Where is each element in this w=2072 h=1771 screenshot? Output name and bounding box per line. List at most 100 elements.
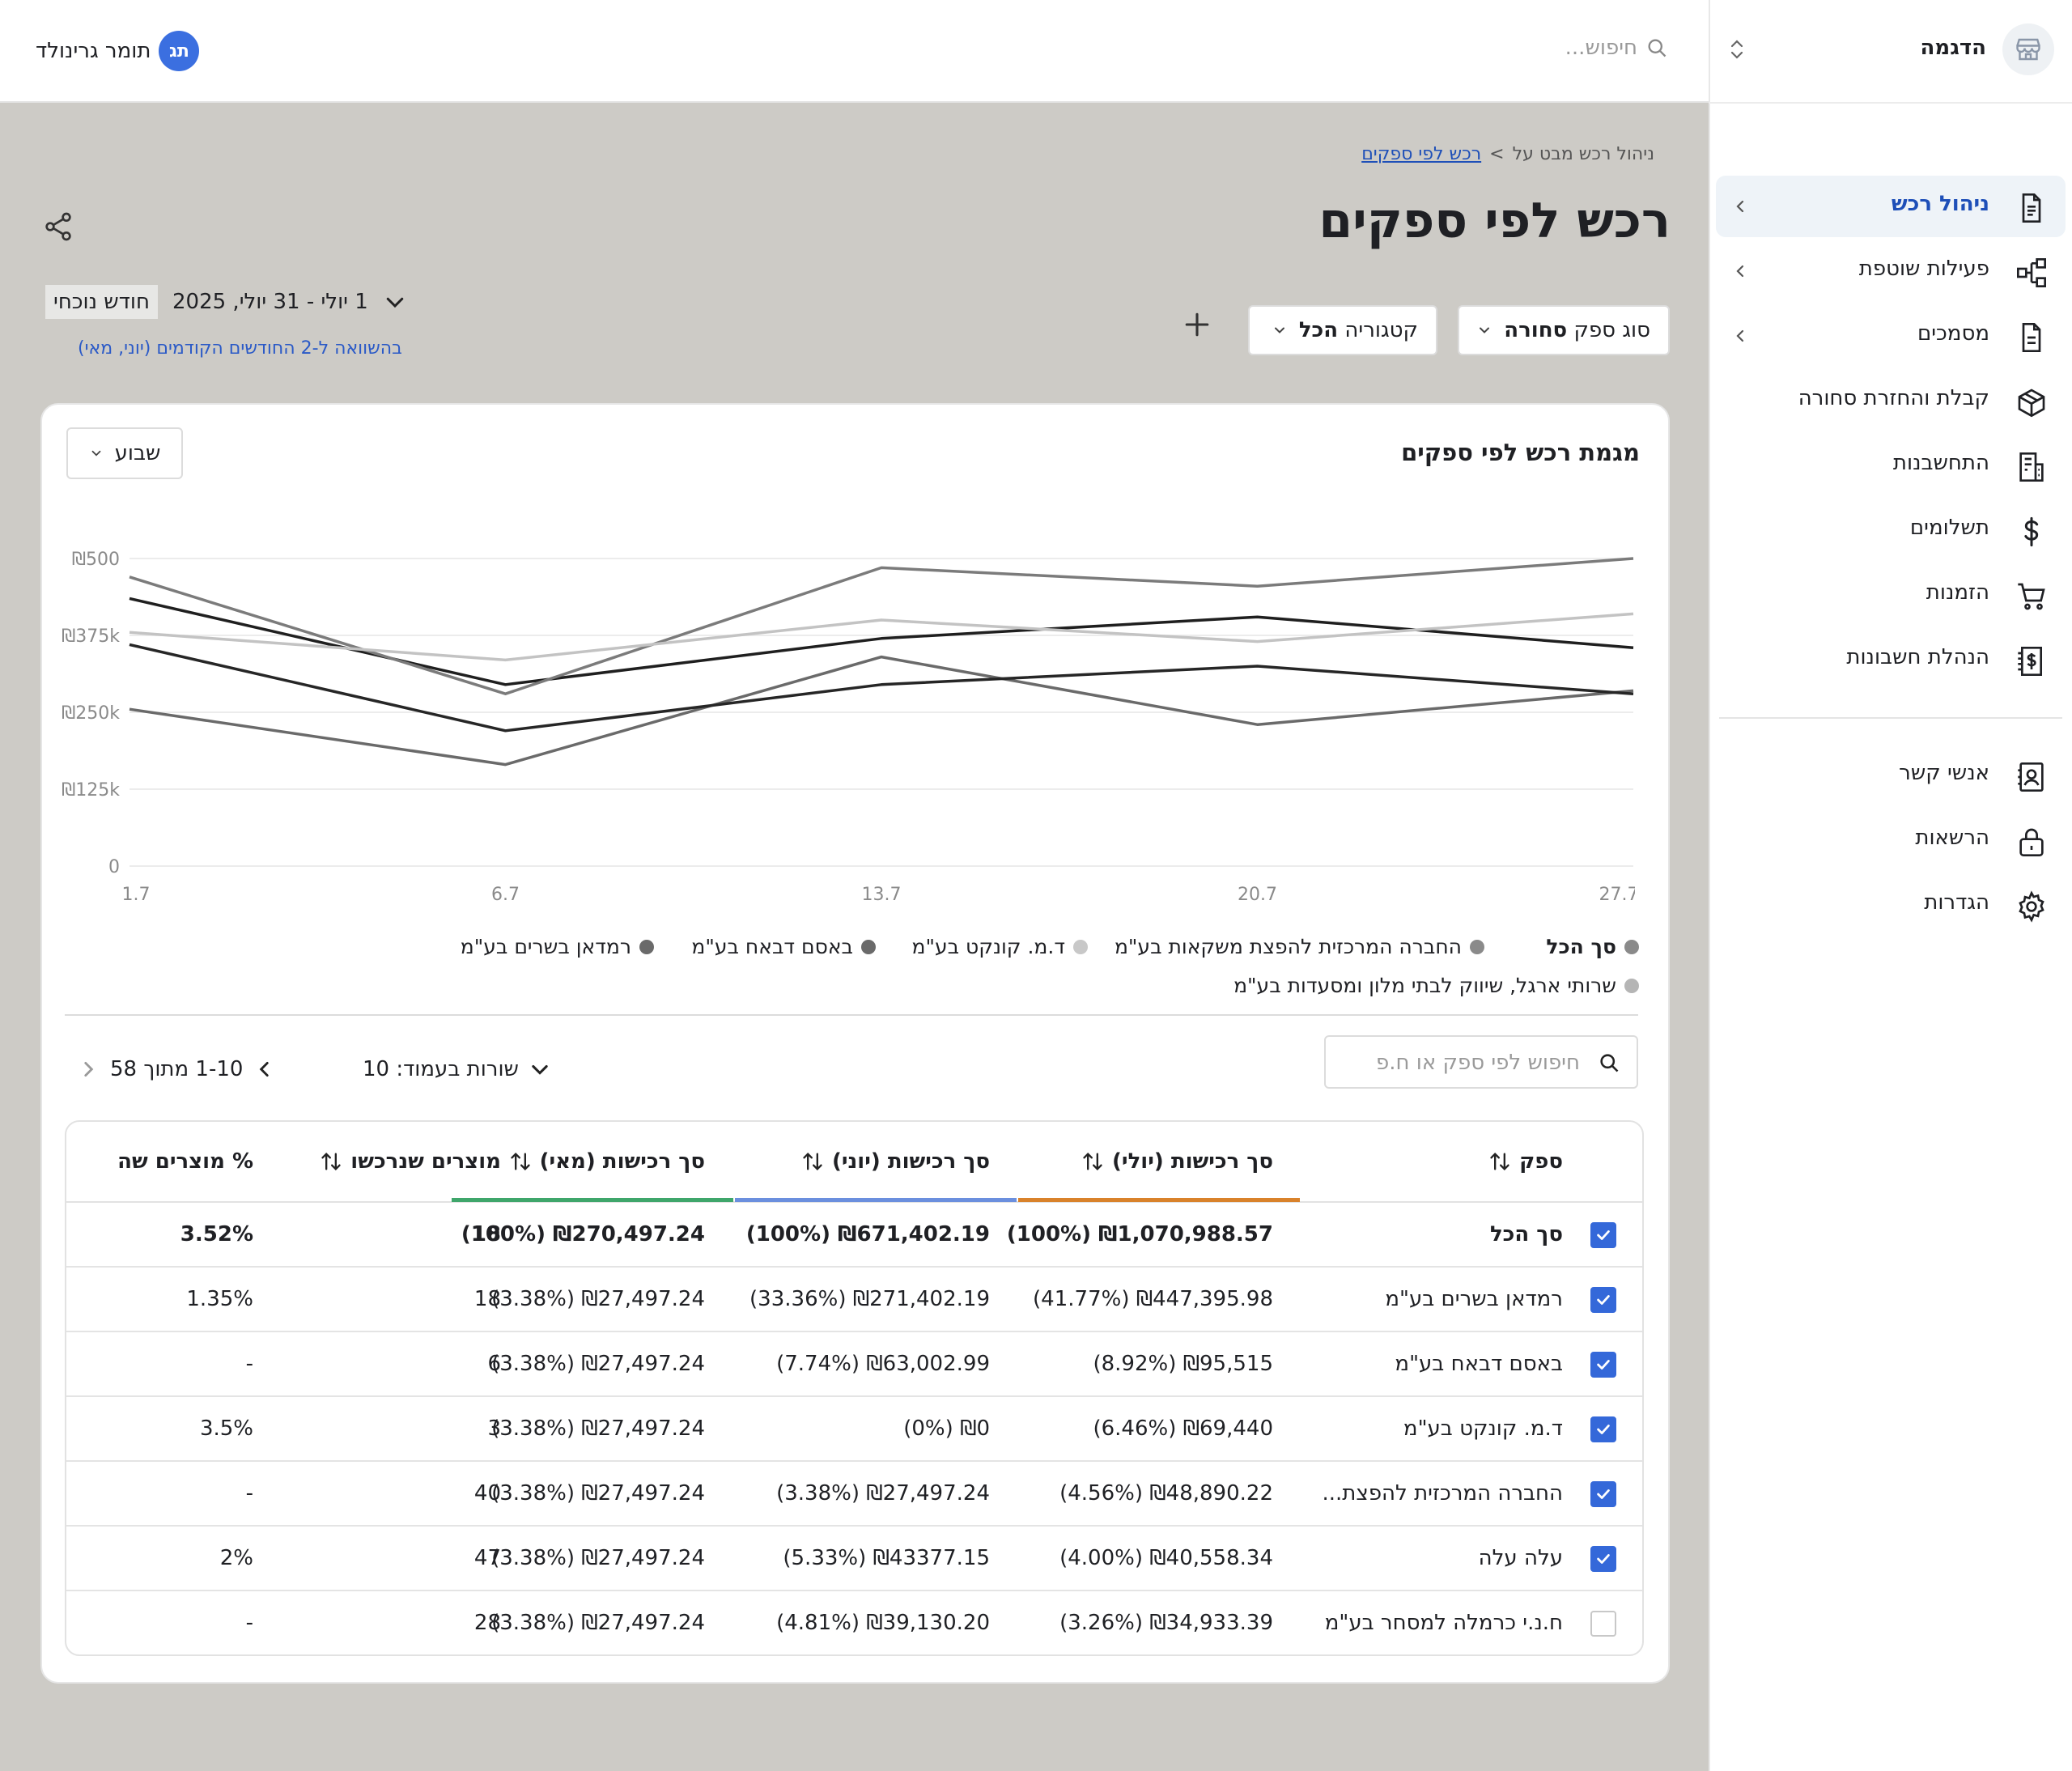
row-checkbox[interactable] — [1590, 1222, 1616, 1248]
table-row[interactable]: באסם דבאח בע"מ ₪95,515 (8.92%) ₪63,002.99 … — [66, 1332, 1642, 1397]
breadcrumb-separator: > — [1489, 144, 1505, 164]
chevron-left-icon[interactable] — [1730, 261, 1750, 281]
nav-label: הגדרות — [1924, 890, 1989, 915]
nav-item-orders[interactable]: הזמנות — [1716, 564, 2066, 626]
user-menu[interactable]: תג תומר גרינולד — [36, 31, 200, 71]
legend-item[interactable]: שרותי ארגל, שיווק לבתי מלון ומסעדות בע"מ — [1233, 974, 1639, 997]
legend-item[interactable]: סך הכל — [1546, 935, 1639, 958]
column-header-pct[interactable]: % מוצרים שה — [117, 1149, 253, 1174]
document-icon — [2015, 321, 2048, 354]
legend-item[interactable]: באסם דבאח בע"מ — [691, 935, 876, 958]
share-icon[interactable] — [42, 210, 74, 243]
nav-item-operations[interactable]: פעילות שוטפת — [1716, 240, 2066, 302]
period-select[interactable]: שבוע — [66, 427, 183, 479]
search-icon — [1598, 1051, 1620, 1074]
breadcrumb: ניהול רכש מבט על > רכש לפי ספקים — [1361, 144, 1654, 164]
supplier-cell: ד.מ. קונקט בע"מ — [1403, 1416, 1563, 1441]
table-row[interactable]: החברה המרכזית להפצת... ₪48,890.22 (4.56%)… — [66, 1462, 1642, 1527]
breadcrumb-current[interactable]: רכש לפי ספקים — [1361, 144, 1482, 164]
filter-category[interactable]: קטגוריה הכל — [1248, 305, 1437, 355]
products-cell: 47 — [473, 1546, 501, 1570]
table-row[interactable]: רמדאן בשרים בע"מ ₪447,395.98 (41.77%) ₪271… — [66, 1268, 1642, 1332]
rows-per-page-select[interactable]: שורות בעמוד: 10 — [363, 1057, 551, 1081]
table-total-row[interactable]: סך הכל ₪1,070,988.57 (100%) ₪671,402.19 (1… — [66, 1203, 1642, 1268]
page-title: רכש לפי ספקים — [1318, 193, 1671, 249]
legend-label: סך הכל — [1546, 935, 1616, 958]
pagination-label: 1-10 מתוך 58 — [110, 1057, 244, 1081]
period-chip: חודש נוכחי — [45, 285, 158, 319]
column-header-supplier[interactable]: ספק — [1488, 1149, 1563, 1174]
sort-icon[interactable] — [320, 1150, 342, 1173]
nav-label: ניהול רכש — [1891, 192, 1989, 216]
may-cell: ₪27,497.24 (3.38%) — [491, 1352, 705, 1376]
column-header-july[interactable]: סך רכישות (יולי) — [1081, 1149, 1273, 1174]
sort-icon[interactable] — [1488, 1150, 1511, 1173]
pct-cell: - — [245, 1481, 253, 1506]
table-row[interactable]: ח.נ.י כרמלה למסחר בע"מ ₪34,933.39 (3.26%)… — [66, 1591, 1642, 1654]
column-header-june[interactable]: סך רכישות (יוני) — [801, 1149, 990, 1174]
june-cell: ₪63,002.99 (7.74%) — [776, 1352, 990, 1376]
legend-item[interactable]: ד.מ. קונקט בע"מ — [911, 935, 1088, 958]
dollar-icon — [2015, 516, 2048, 548]
nav-item-bookkeeping[interactable]: הנהלת חשבונות — [1716, 629, 2066, 690]
sort-icon[interactable] — [1081, 1150, 1104, 1173]
table-search-input[interactable]: חיפוש לפי ספק או ח.פ — [1324, 1035, 1638, 1089]
add-filter-icon[interactable] — [1183, 311, 1211, 338]
june-cell: ₪43377.15 (5.33%) — [783, 1546, 990, 1570]
breadcrumb-parent[interactable]: ניהול רכש מבט על — [1512, 144, 1654, 164]
row-checkbox[interactable] — [1590, 1611, 1616, 1637]
series-line-3[interactable] — [129, 655, 1634, 767]
row-checkbox[interactable] — [1590, 1416, 1616, 1442]
chevron-right-icon[interactable] — [78, 1059, 99, 1080]
column-header-may[interactable]: סך רכישות (מאי) — [509, 1149, 705, 1174]
series-line-4[interactable] — [129, 643, 1634, 733]
june-cell: ₪271,402.19 (33.36%) — [749, 1287, 990, 1311]
chevron-left-icon[interactable] — [1730, 326, 1750, 346]
row-checkbox[interactable] — [1590, 1481, 1616, 1507]
comparison-text[interactable]: בהשוואה ל-2 החודשים הקודמים (יוני, מאי) — [78, 338, 402, 359]
column-color-bar-july — [1018, 1198, 1300, 1202]
series-line-2[interactable] — [129, 612, 1634, 662]
nav-item-contacts[interactable]: אנשי קשר — [1716, 745, 2066, 806]
row-checkbox[interactable] — [1590, 1546, 1616, 1572]
legend-dot — [1470, 939, 1484, 954]
may-cell: ₪27,497.24 (3.38%) — [491, 1287, 705, 1311]
nav-item-documents[interactable]: מסמכים — [1716, 305, 2066, 367]
sidebar: הדגמה ניהול רכש פעילות שוטפת מסמכים קבלת… — [1709, 0, 2072, 1771]
legend-label: שרותי ארגל, שיווק לבתי מלון ומסעדות בע"מ — [1233, 974, 1616, 997]
chevron-left-icon[interactable] — [1730, 197, 1750, 216]
workflow-icon — [2015, 257, 2048, 289]
date-range: 1 יולי - 31 יולי, 2025 — [172, 290, 368, 314]
global-search[interactable]: חיפוש... — [1565, 36, 1668, 60]
workspace-title[interactable]: הדגמה — [1920, 36, 1986, 60]
workspace-switch-icon[interactable] — [1728, 37, 1746, 62]
nav-label: הנהלת חשבונות — [1846, 645, 1989, 669]
row-checkbox[interactable] — [1590, 1287, 1616, 1313]
nav-item-procurement[interactable]: ניהול רכש — [1716, 176, 2066, 237]
contacts-icon — [2015, 761, 2048, 793]
series-line-1[interactable] — [129, 557, 1634, 695]
table-row[interactable]: ד.מ. קונקט בע"מ ₪69,440 (6.46%) ₪0 (0%) ₪27… — [66, 1397, 1642, 1462]
nav-label: התחשבנות — [1892, 451, 1989, 475]
store-icon[interactable] — [2002, 23, 2054, 75]
top-bar: חיפוש... תג תומר גרינולד — [0, 0, 1709, 103]
nav-label: תשלומים — [1909, 516, 1989, 540]
chevron-left-icon[interactable] — [254, 1059, 275, 1080]
column-header-products[interactable]: מוצרים שנרכשו — [320, 1149, 501, 1174]
row-checkbox[interactable] — [1590, 1352, 1616, 1378]
supplier-cell: ח.נ.י כרמלה למסחר בע"מ — [1324, 1611, 1563, 1635]
legend-label: באסם דבאח בע"מ — [691, 935, 853, 958]
date-range-picker[interactable]: 1 יולי - 31 יולי, 2025 חודש נוכחי — [45, 285, 407, 319]
sort-icon[interactable] — [801, 1150, 824, 1173]
filter-supplier-type[interactable]: סוג ספק סחורה — [1458, 305, 1670, 355]
legend-item[interactable]: רמדאן בשרים בע"מ — [461, 935, 654, 958]
table-row[interactable]: עלה עלה ₪40,558.34 (4.00%) ₪43377.15 (5.33… — [66, 1527, 1642, 1591]
nav-item-settlement[interactable]: התחשבנות — [1716, 435, 2066, 496]
nav-item-goods-receipt[interactable]: קבלת והחזרת סחורה — [1716, 370, 2066, 431]
series-line-0[interactable] — [129, 597, 1634, 686]
legend-item[interactable]: החברה המרכזית להפצת משקאות בע"מ — [1115, 935, 1484, 958]
nav-item-permissions[interactable]: הרשאות — [1716, 809, 2066, 871]
nav-item-settings[interactable]: הגדרות — [1716, 874, 2066, 936]
nav-item-payments[interactable]: תשלומים — [1716, 499, 2066, 561]
sort-icon[interactable] — [509, 1150, 532, 1173]
